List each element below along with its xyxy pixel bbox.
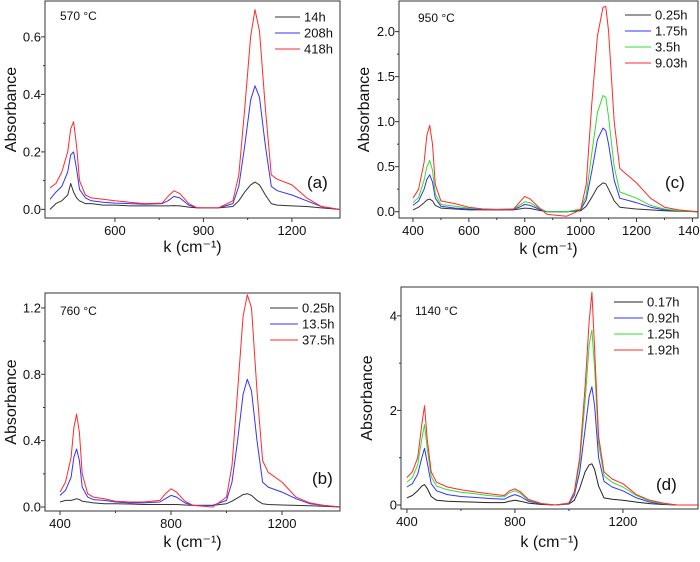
series-line-0.25h — [412, 182, 698, 213]
panel-label: (d) — [656, 475, 677, 494]
series-line-13.5h — [59, 378, 340, 508]
x-tick-label: 1200 — [608, 514, 637, 529]
y-tick-label: 0.4 — [23, 433, 41, 448]
x-tick-label: 800 — [160, 516, 182, 531]
series-line-1.92h — [406, 291, 698, 506]
y-tick-label: 0.0 — [23, 202, 41, 217]
legend-label: 37.5h — [302, 333, 335, 348]
chart-panel-a: 600 900 1200 0.0 0.2 0.4 0.6 k (cm⁻¹) Absorbance… — [3, 0, 341, 256]
y-tick-label: 1.0 — [377, 114, 395, 129]
y-tick-label: 1.5 — [377, 69, 395, 84]
legend-label: 14h — [304, 10, 326, 25]
series-line-208h — [49, 85, 340, 210]
panel-label: (b) — [312, 469, 333, 488]
x-tick-label: 600 — [104, 223, 126, 238]
legend-label: 1.75h — [655, 24, 688, 39]
plot-frame — [398, 0, 699, 219]
legend-label: 13.5h — [302, 317, 335, 332]
legend-label: 0.25h — [655, 8, 688, 23]
plot-frame — [44, 0, 341, 219]
temperature-annotation: 760 °C — [60, 304, 97, 318]
series-line-0.25h — [59, 493, 340, 508]
y-tick-label: 0.0 — [377, 204, 395, 219]
y-tick-label: 0.2 — [23, 144, 41, 159]
x-tick-label: 400 — [402, 223, 424, 238]
y-axis-label: Absorbance — [3, 359, 20, 444]
legend-label: 418h — [304, 42, 333, 57]
y-tick-label: 2 — [390, 403, 397, 418]
y-tick-label: 4 — [390, 308, 397, 323]
y-axis-label: Absorbance — [359, 355, 376, 440]
legend-label: 3.5h — [655, 40, 680, 55]
temperature-annotation: 570 °C — [60, 9, 97, 23]
x-tick-label: 800 — [514, 223, 536, 238]
x-axis-label: k (cm⁻¹) — [163, 239, 221, 256]
x-tick-label: 1000 — [566, 223, 595, 238]
legend-label: 1.25h — [647, 327, 680, 342]
legend-label: 9.03h — [655, 56, 688, 71]
plot-frame — [400, 286, 699, 510]
chart-panel-d: 400 800 1200 0 2 4 k (cm⁻¹) Absorbance 1140 °C (d… — [359, 286, 699, 551]
temperature-annotation: 1140 °C — [415, 304, 458, 318]
y-tick-label: 0.0 — [23, 500, 41, 515]
legend-label: 1.92h — [647, 343, 680, 358]
series-line-14h — [49, 181, 340, 210]
x-tick-label: 1200 — [622, 223, 651, 238]
y-tick-label: 1.2 — [23, 300, 41, 315]
x-tick-label: 900 — [193, 223, 215, 238]
legend-label: 0.92h — [647, 311, 680, 326]
panel-label: (c) — [665, 173, 685, 192]
y-tick-label: 0 — [390, 497, 397, 512]
y-axis-label: Absorbance — [3, 67, 20, 152]
y-axis-label: Absorbance — [356, 67, 373, 152]
x-axis-label: k (cm⁻¹) — [520, 534, 578, 551]
y-tick-label: 0.8 — [23, 367, 41, 382]
chart-panel-b: 400 800 1200 0.0 0.4 0.8 1.2 k (cm⁻¹) Absorbance… — [3, 292, 341, 551]
legend-label: 0.25h — [302, 301, 335, 316]
legend-label: 208h — [304, 26, 333, 41]
x-tick-label: 600 — [458, 223, 480, 238]
panel-label: (a) — [307, 173, 328, 192]
x-axis-label: k (cm⁻¹) — [163, 534, 221, 551]
series-line-418h — [49, 9, 340, 210]
y-tick-label: 2.0 — [377, 24, 395, 39]
plot-frame — [44, 292, 341, 512]
legend-label: 0.17h — [647, 295, 680, 310]
series-line-3.5h — [412, 95, 698, 213]
y-tick-label: 0.5 — [377, 159, 395, 174]
y-tick-label: 0.6 — [23, 29, 41, 44]
y-tick-label: 0.4 — [23, 87, 41, 102]
x-tick-label: 400 — [49, 516, 71, 531]
temperature-annotation: 950 °C — [418, 11, 455, 25]
x-tick-label: 400 — [396, 514, 418, 529]
series-line-1.75h — [412, 127, 698, 213]
x-tick-label: 1200 — [268, 516, 297, 531]
series-line-37.5h — [59, 294, 340, 508]
x-tick-label: 800 — [504, 514, 526, 529]
series-line-0.17h — [406, 463, 698, 506]
x-axis-label: k (cm⁻¹) — [519, 241, 577, 258]
x-tick-label: 1200 — [277, 223, 306, 238]
series-line-9.03h — [412, 5, 698, 217]
